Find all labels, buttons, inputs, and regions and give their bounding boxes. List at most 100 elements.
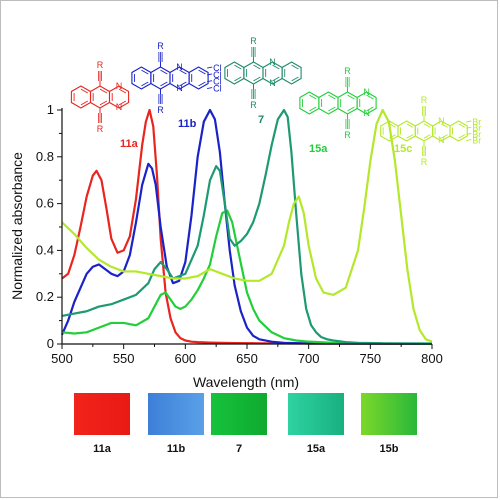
double-bond [198, 69, 206, 75]
y-tick-label: 0.6 [36, 196, 54, 211]
atom-label: R [157, 105, 164, 115]
x-tick-label: 750 [359, 351, 381, 366]
double-bond [118, 100, 127, 106]
atom-label: R [97, 124, 104, 134]
structure-15a: R R N N [299, 66, 377, 140]
double-bond [423, 134, 431, 139]
atom-label: R [250, 100, 257, 110]
atom-label: N [116, 81, 123, 91]
atom-label: Cl [213, 70, 222, 80]
double-bond [253, 76, 261, 82]
double-bond [441, 134, 448, 139]
atom-label: Br [472, 117, 481, 127]
double-bond [389, 134, 396, 139]
axes-layer: 500 550 600 650 700 750 800 0 0.2 0.4 0.6 0.8 1 [36, 102, 443, 366]
double-bond [118, 88, 127, 94]
series-line-7 [61, 209, 433, 345]
swatch-7: 7 [211, 393, 267, 455]
ring [188, 66, 209, 90]
swatch-11a: 11a [74, 393, 130, 455]
swatch-color [361, 393, 417, 435]
label-15a: 15a [309, 143, 328, 155]
swatch-color [148, 393, 204, 435]
double-bond [347, 106, 355, 112]
ring [281, 61, 302, 85]
double-bond [458, 134, 466, 139]
x-tick-label: 500 [51, 351, 73, 366]
double-bond [99, 100, 108, 106]
x-tick-label: 700 [298, 351, 320, 366]
x-axis-title: Wavelength (nm) [193, 374, 299, 390]
series-line-11a [61, 108, 433, 345]
atom-label: N [176, 83, 183, 93]
atom-label: R [344, 66, 351, 76]
swatch-label: 7 [236, 443, 242, 455]
bond [466, 120, 472, 123]
swatch-label: 15b [380, 443, 399, 455]
bond [207, 66, 213, 69]
double-bond [141, 81, 149, 87]
structure-7: R R N N [224, 36, 302, 110]
swatch-label: 11b [167, 443, 186, 455]
atom-label: R [250, 36, 257, 46]
double-bond [99, 88, 108, 94]
bond [207, 87, 213, 90]
atom-label: R [344, 130, 351, 140]
double-bond [291, 76, 299, 82]
series-line-15a [61, 108, 433, 345]
color-swatches: 11a 11b 7 15a 15b [74, 393, 417, 455]
double-bond [160, 69, 168, 75]
double-bond [406, 123, 414, 128]
series-line-15c [61, 108, 433, 343]
atom-label: Cl [213, 63, 222, 73]
swatch-color [288, 393, 344, 435]
double-bond [179, 69, 187, 75]
atom-label: R [421, 95, 428, 105]
double-bond [347, 94, 355, 100]
bond [207, 80, 213, 83]
y-axis-title: Normalized absorbance [9, 152, 25, 300]
double-bond [160, 81, 168, 87]
double-bond [423, 123, 431, 128]
double-bond [458, 123, 466, 128]
atom-label: N [363, 108, 370, 118]
atom-label: R [157, 41, 164, 51]
atom-label: N [438, 116, 445, 126]
atom-label: Cl [213, 84, 222, 94]
ring [108, 85, 130, 109]
label-7: 7 [258, 114, 264, 126]
double-bond [291, 64, 299, 70]
x-tick-label: 600 [174, 351, 196, 366]
swatch-color [211, 393, 267, 435]
label-15c: 15c [394, 143, 412, 155]
double-bond [309, 94, 317, 100]
double-bond [234, 64, 242, 70]
x-tick-label: 650 [236, 351, 258, 366]
atom-label: N [269, 78, 276, 88]
double-bond [366, 106, 374, 112]
label-11a: 11a [120, 138, 139, 150]
double-bond [234, 76, 242, 82]
swatch-color [74, 393, 130, 435]
atom-label: Cl [213, 77, 222, 87]
double-bond [272, 76, 280, 82]
atom-label: Br [472, 129, 481, 139]
bond [207, 73, 213, 76]
double-bond [179, 81, 187, 87]
atom-label: N [438, 135, 445, 145]
ring [449, 120, 468, 142]
bond [466, 139, 472, 142]
swatch-15a: 15a [288, 393, 344, 455]
x-tick-label: 550 [113, 351, 135, 366]
atom-label: N [269, 57, 276, 67]
swatch-15b: 15b [361, 393, 417, 455]
bond [466, 126, 472, 129]
atom-label: N [116, 102, 123, 112]
bond [466, 132, 472, 135]
swatch-label: 15a [307, 443, 326, 455]
y-tick-label: 1 [47, 102, 54, 117]
double-bond [141, 69, 149, 75]
